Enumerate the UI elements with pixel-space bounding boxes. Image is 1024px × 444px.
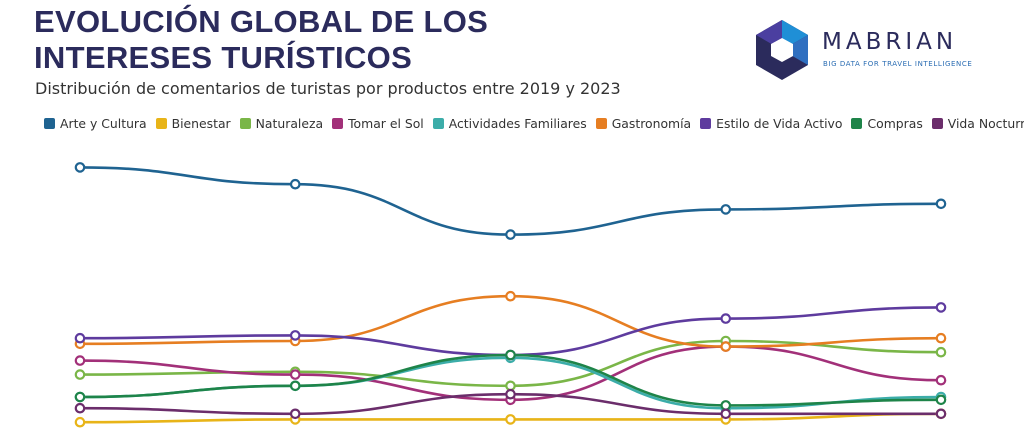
legend-swatch	[700, 118, 712, 129]
legend-label: Bienestar	[171, 116, 231, 131]
data-point	[74, 369, 86, 380]
data-point	[74, 355, 86, 366]
data-point	[289, 330, 301, 341]
legend-label: Actividades Familiares	[448, 116, 587, 131]
data-point	[935, 408, 947, 420]
legend-item: Bienestar	[155, 116, 231, 131]
legend-swatch	[851, 118, 863, 129]
data-point	[935, 198, 947, 210]
data-point	[720, 204, 732, 215]
data-point	[289, 369, 301, 380]
legend-item: Arte y Cultura	[44, 116, 147, 131]
legend-item: Compras	[851, 116, 923, 131]
data-point	[505, 349, 516, 361]
data-point	[935, 332, 947, 344]
legend-swatch	[595, 118, 607, 129]
legend-item: Tomar el Sol	[332, 116, 424, 131]
legend-swatch	[239, 118, 251, 129]
legend-swatch	[432, 118, 444, 129]
data-point	[505, 414, 516, 425]
legend-label: Naturaleza	[255, 116, 324, 131]
legend-item: Estilo de Vida Activo	[700, 116, 842, 131]
data-point	[505, 290, 516, 302]
data-point	[720, 341, 732, 352]
legend-label: Arte y Cultura	[60, 116, 147, 131]
legend-swatch	[155, 118, 167, 129]
data-point	[74, 402, 86, 414]
data-point	[289, 408, 301, 420]
data-point	[935, 302, 947, 313]
legend-item: Gastronomía	[595, 116, 692, 131]
data-point	[74, 162, 86, 173]
data-point	[935, 374, 947, 386]
data-point	[505, 229, 516, 240]
data-point	[289, 178, 301, 190]
legend-item: Actividades Familiares	[432, 116, 587, 131]
legend-item: Naturaleza	[239, 116, 324, 131]
data-point	[720, 313, 732, 324]
series-line	[79, 339, 942, 388]
legend-item: Vida Nocturna	[931, 116, 1024, 131]
data-point	[935, 346, 947, 358]
chart-legend: Arte y Cultura Bienestar Naturaleza Tomar e…	[44, 116, 1024, 131]
data-point	[720, 400, 732, 411]
logo-wordmark: MABRIAN	[822, 29, 958, 55]
legend-swatch	[44, 118, 55, 129]
mabrian-logo: MABRIAN BIG DATA FOR TRAVEL INTELLIGENCE	[750, 18, 975, 88]
series-line	[79, 166, 942, 236]
legend-label: Tomar el Sol	[348, 116, 424, 131]
legend-label: Compras	[867, 116, 923, 131]
data-point	[74, 391, 86, 403]
legend-swatch	[332, 118, 344, 129]
data-point	[720, 408, 732, 420]
data-point	[74, 416, 86, 428]
series-line	[79, 294, 942, 348]
data-point	[74, 332, 86, 344]
data-point	[935, 394, 947, 406]
legend-label: Vida Nocturna	[947, 116, 1024, 131]
legend-label: Gastronomía	[611, 116, 692, 131]
series-line	[79, 306, 942, 357]
data-point	[505, 388, 516, 400]
mabrian-hexagon-icon	[756, 20, 808, 80]
chart-subtitle: Distribución de comentarios de turistas …	[35, 79, 621, 98]
data-point	[289, 380, 301, 392]
data-point	[505, 380, 516, 392]
logo-tagline: BIG DATA FOR TRAVEL INTELLIGENCE	[823, 60, 973, 68]
legend-swatch	[931, 118, 943, 129]
legend-label: Estilo de Vida Activo	[716, 116, 843, 131]
chart-title: EVOLUCIÓN GLOBAL DE LOS INTERESES TURÍST…	[34, 4, 489, 75]
